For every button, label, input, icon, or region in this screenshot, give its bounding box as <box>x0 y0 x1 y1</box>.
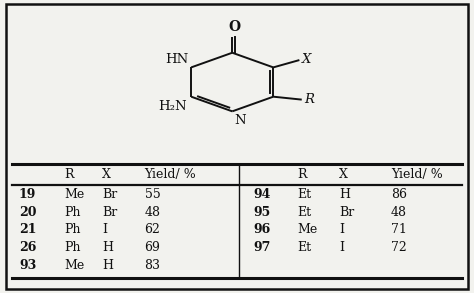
Text: 69: 69 <box>145 241 160 254</box>
Text: H₂N: H₂N <box>158 100 186 113</box>
Text: 95: 95 <box>254 205 271 219</box>
Text: 83: 83 <box>145 259 161 272</box>
Text: Yield/ %: Yield/ % <box>391 168 443 181</box>
Text: 86: 86 <box>391 188 407 201</box>
Text: Br: Br <box>102 188 117 201</box>
Text: 62: 62 <box>145 223 160 236</box>
Text: 48: 48 <box>391 205 407 219</box>
Text: X: X <box>339 168 348 181</box>
Text: HN: HN <box>165 53 189 66</box>
Text: Ph: Ph <box>64 241 81 254</box>
Text: Br: Br <box>102 205 117 219</box>
Text: 21: 21 <box>19 223 36 236</box>
Text: 72: 72 <box>391 241 407 254</box>
Text: Et: Et <box>298 205 312 219</box>
Text: I: I <box>339 223 344 236</box>
Text: H: H <box>339 188 350 201</box>
Text: 97: 97 <box>254 241 271 254</box>
Text: 93: 93 <box>19 259 36 272</box>
Text: 96: 96 <box>254 223 271 236</box>
Text: H: H <box>102 241 113 254</box>
Text: X: X <box>302 53 311 66</box>
Text: 71: 71 <box>391 223 407 236</box>
Text: X: X <box>102 168 111 181</box>
Text: H: H <box>102 259 113 272</box>
Text: Me: Me <box>298 223 318 236</box>
Text: Et: Et <box>298 241 312 254</box>
Text: Me: Me <box>64 188 84 201</box>
Text: 94: 94 <box>254 188 271 201</box>
Text: Me: Me <box>64 259 84 272</box>
Text: Yield/ %: Yield/ % <box>145 168 196 181</box>
Text: R: R <box>298 168 307 181</box>
Text: I: I <box>102 223 107 236</box>
Text: 20: 20 <box>19 205 36 219</box>
Text: 26: 26 <box>19 241 36 254</box>
Text: 19: 19 <box>19 188 36 201</box>
Text: Ph: Ph <box>64 223 81 236</box>
Text: 48: 48 <box>145 205 161 219</box>
Text: Br: Br <box>339 205 354 219</box>
Text: Ph: Ph <box>64 205 81 219</box>
Text: R: R <box>304 93 314 106</box>
Text: I: I <box>339 241 344 254</box>
Text: N: N <box>235 114 246 127</box>
Text: O: O <box>228 20 241 34</box>
Text: R: R <box>64 168 73 181</box>
Text: 55: 55 <box>145 188 160 201</box>
Text: Et: Et <box>298 188 312 201</box>
